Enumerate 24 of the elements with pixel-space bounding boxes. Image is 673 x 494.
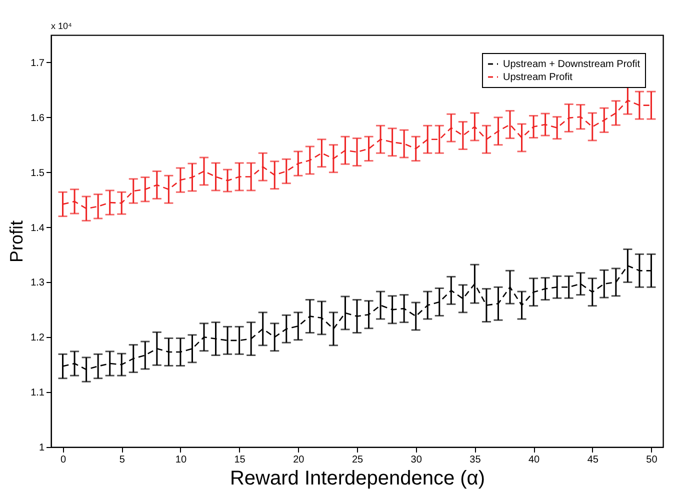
x-tick-label: 50 [646, 454, 658, 466]
y-tick-label: 1.6 [30, 112, 45, 124]
x-tick-label: 45 [587, 454, 599, 466]
y-tick-label: 1.1 [30, 388, 45, 399]
y-tick-label: 1.3 [30, 278, 45, 289]
x-axis-title: Reward Interdependence (α) [230, 468, 486, 490]
y-axis-title: Profit [6, 220, 27, 263]
x-tick-label: 0 [60, 454, 66, 466]
y-tick-label: 1 [38, 442, 45, 454]
x-tick-label: 30 [410, 454, 422, 466]
x-tick-label: 35 [470, 454, 482, 466]
x-tick-label: 40 [528, 454, 540, 466]
x-tick-label: 10 [175, 454, 187, 466]
x-tick-label: 20 [293, 454, 305, 466]
text: x 10⁴ [51, 21, 72, 31]
x-tick-label: 15 [234, 454, 246, 466]
x-tick-label: 25 [352, 454, 364, 466]
legend-label: Upstream + Downstream Profit [503, 59, 640, 70]
y-tick-label: 1.2 [30, 332, 45, 344]
y-tick-label: 1.7 [30, 58, 45, 69]
x-tick-label: 5 [119, 454, 126, 466]
legend-label: Upstream Profit [503, 72, 573, 83]
y-tick-label: 1.4 [30, 222, 45, 234]
y-tick-label: 1.5 [30, 168, 45, 179]
